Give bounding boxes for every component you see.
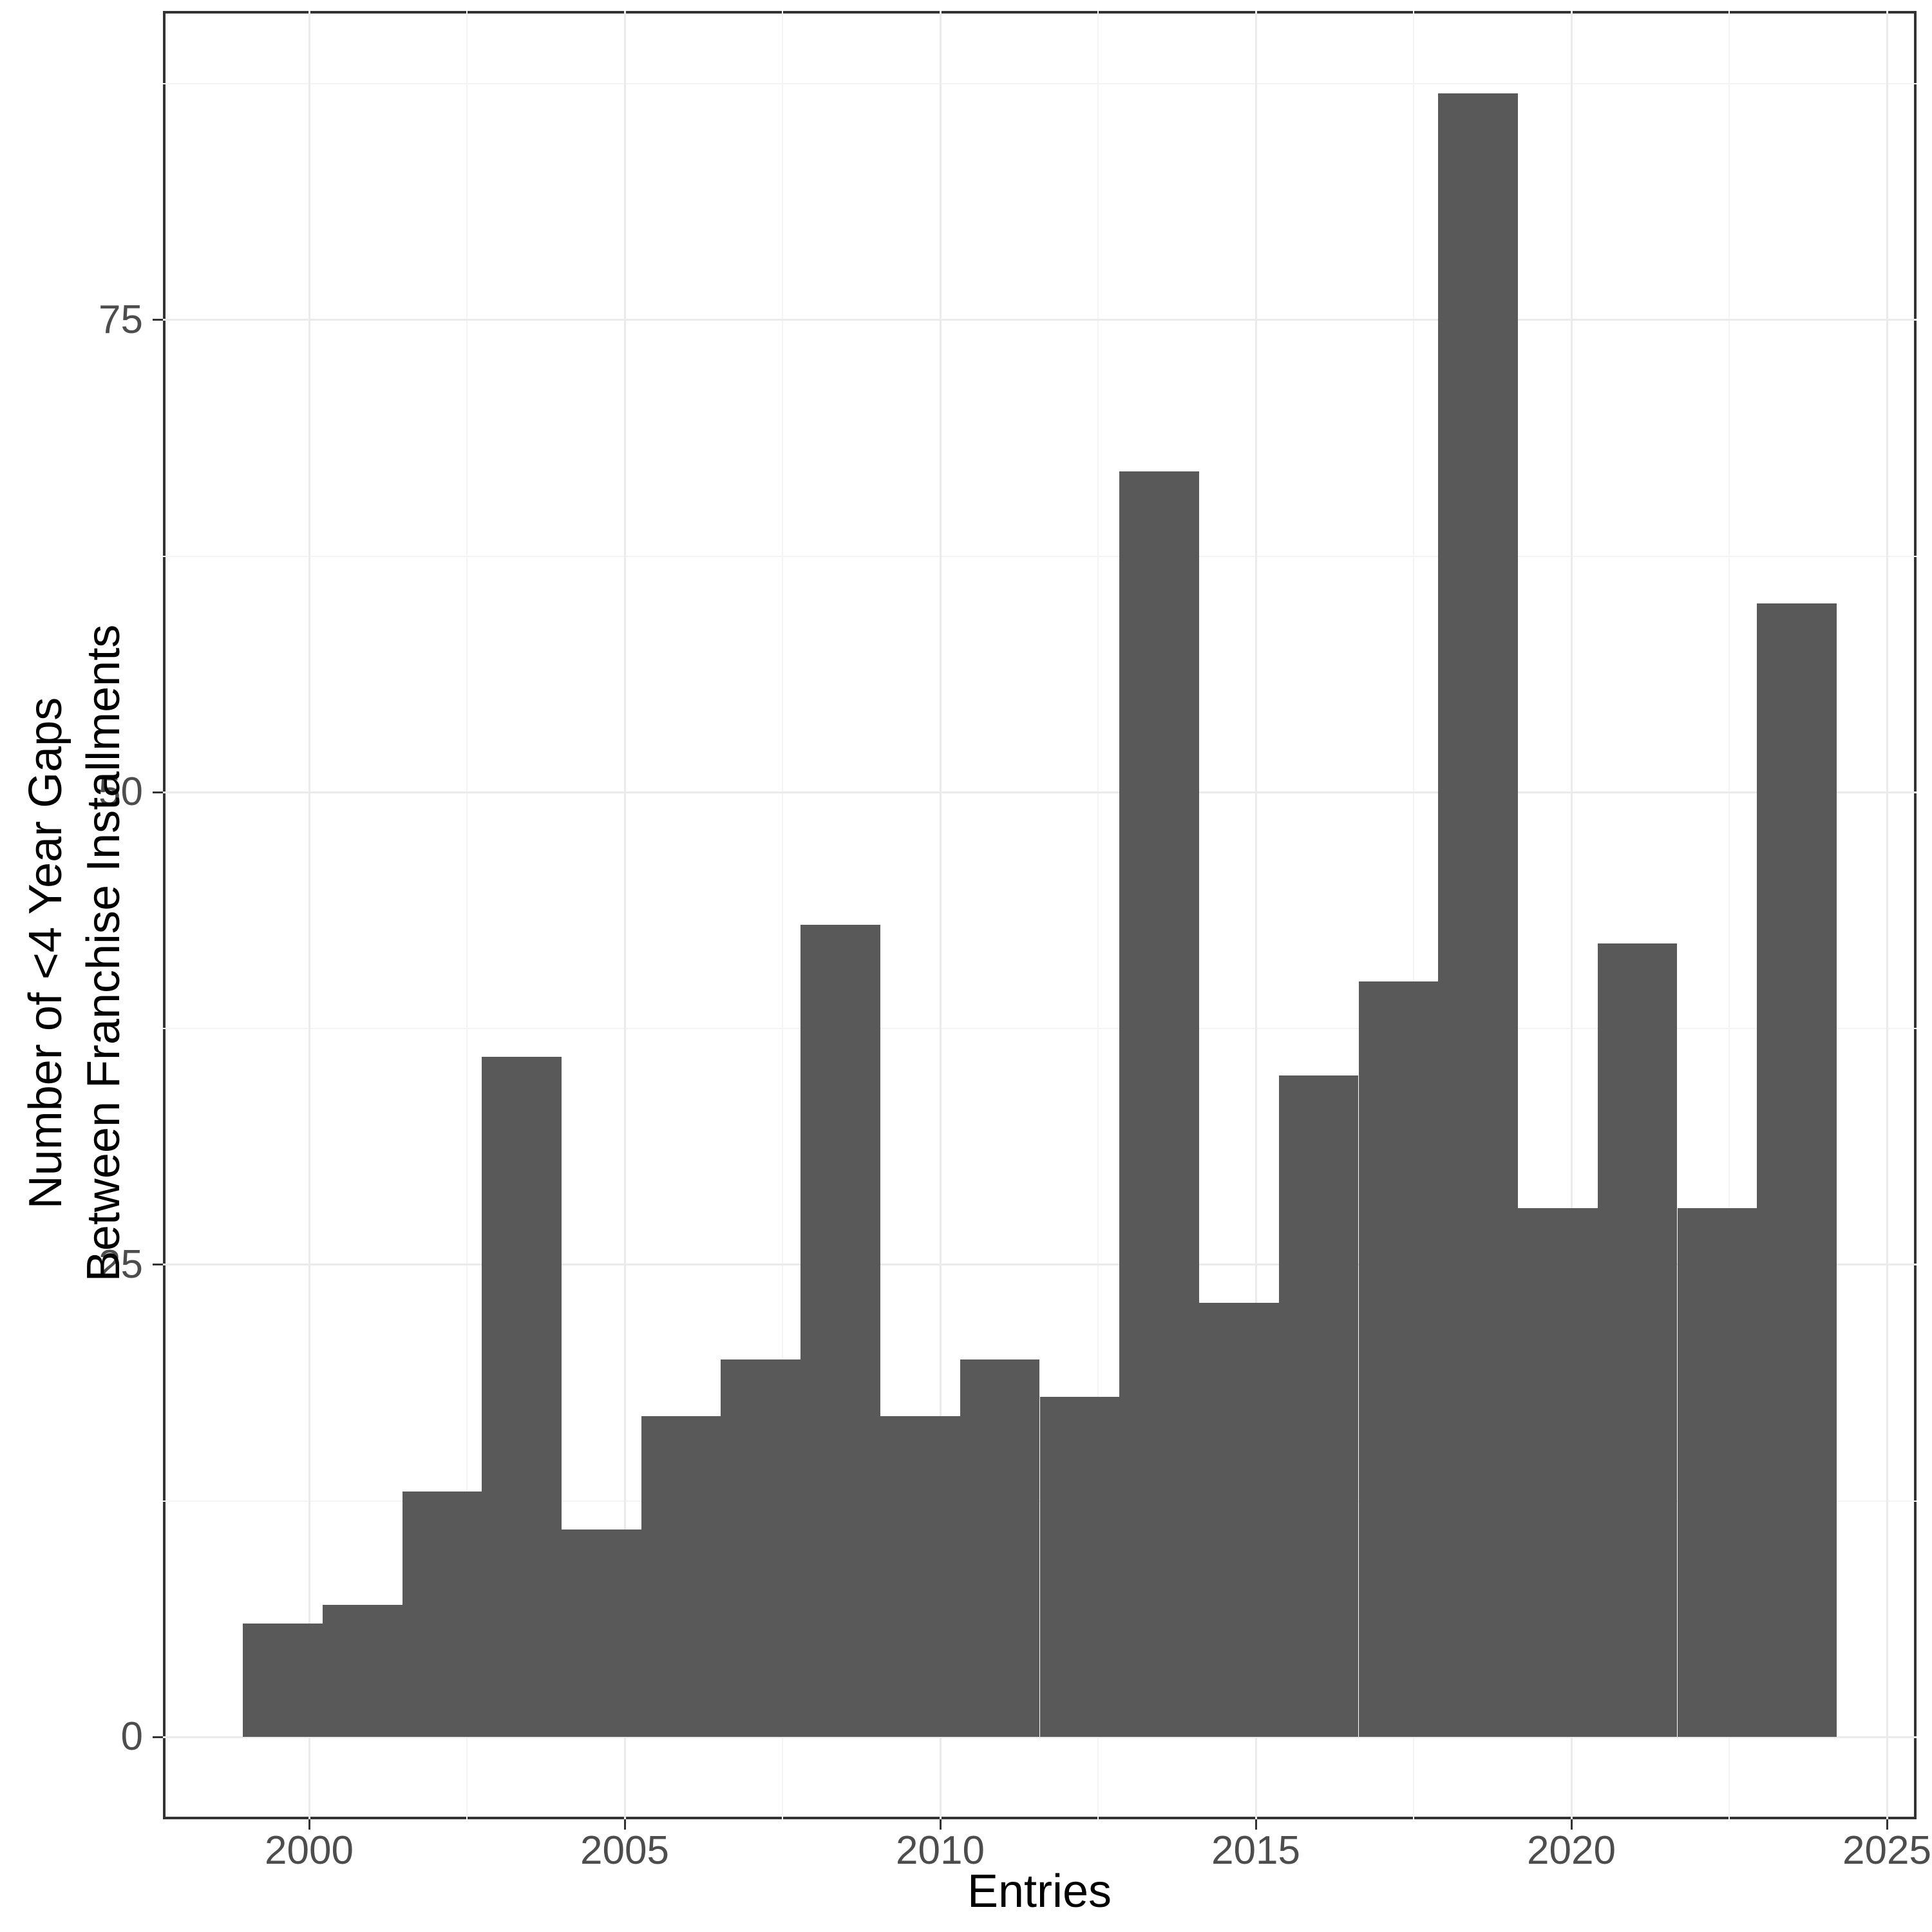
y-minor-gridline	[163, 1028, 1917, 1030]
x-minor-gridline	[1097, 11, 1099, 1819]
histogram-bar	[1597, 943, 1678, 1738]
x-minor-gridline	[1728, 11, 1730, 1819]
y-minor-gridline	[163, 555, 1917, 557]
y-axis-title: Number of <4 Year Gaps Between Franchise…	[17, 49, 139, 1857]
y-major-gridline	[163, 1736, 1917, 1738]
histogram-bar	[1039, 1397, 1120, 1738]
x-minor-gridline	[782, 11, 783, 1819]
x-axis-tick-label: 2015	[1211, 1828, 1300, 1873]
histogram-bar	[1278, 1075, 1359, 1738]
x-axis-tick-label: 2020	[1527, 1828, 1616, 1873]
x-major-gridline	[1570, 11, 1573, 1819]
y-axis-tick	[153, 791, 163, 793]
x-minor-gridline	[466, 11, 468, 1819]
histogram-bar	[1518, 1208, 1598, 1738]
plot-area	[163, 11, 1917, 1819]
histogram-bar	[721, 1359, 801, 1738]
x-axis-title: Entries	[967, 1866, 1112, 1917]
y-axis-tick	[153, 1264, 163, 1266]
x-axis-tick-label: 2005	[580, 1828, 669, 1873]
histogram-bar	[960, 1359, 1040, 1738]
x-major-gridline	[623, 11, 626, 1819]
x-axis-tick	[1570, 1819, 1573, 1830]
histogram-bar	[1119, 471, 1199, 1738]
histogram-bar	[1438, 93, 1518, 1738]
x-major-gridline	[939, 11, 942, 1819]
y-major-gridline	[163, 1264, 1917, 1266]
y-axis-tick-label: 50	[99, 770, 143, 815]
histogram-bar	[1677, 1208, 1757, 1738]
histogram-bar	[402, 1491, 482, 1738]
x-axis-tick-label: 2010	[896, 1828, 985, 1873]
y-axis-tick-label: 25	[99, 1242, 143, 1287]
y-axis-tick	[153, 1736, 163, 1738]
y-axis-tick	[153, 319, 163, 321]
histogram-bar	[880, 1416, 960, 1738]
y-axis-tick-label: 0	[120, 1714, 143, 1759]
histogram-bar	[243, 1624, 323, 1738]
x-axis-tick	[1886, 1819, 1888, 1830]
x-axis-tick	[308, 1819, 310, 1830]
x-axis-tick	[623, 1819, 626, 1830]
plot-panel	[163, 11, 1917, 1819]
x-major-gridline	[1886, 11, 1888, 1819]
histogram-bar	[1757, 603, 1837, 1738]
x-axis-tick	[1255, 1819, 1257, 1830]
x-minor-gridline	[1413, 11, 1414, 1819]
x-axis-tick-label: 2025	[1842, 1828, 1931, 1873]
histogram-bar	[562, 1529, 641, 1738]
x-major-gridline	[308, 11, 310, 1819]
y-axis-tick-label: 75	[99, 297, 143, 342]
histogram-bar	[482, 1057, 562, 1738]
y-major-gridline	[163, 319, 1917, 321]
histogram-bar	[1199, 1302, 1279, 1738]
histogram-bar	[800, 924, 880, 1738]
y-axis-title-line1: Number of <4 Year Gaps	[20, 697, 71, 1209]
histogram-bar	[641, 1416, 721, 1738]
x-major-gridline	[1255, 11, 1257, 1819]
y-axis-title-line2: Between Franchise Installments	[78, 624, 129, 1282]
y-minor-gridline	[163, 83, 1917, 84]
y-major-gridline	[163, 791, 1917, 793]
histogram-bar	[322, 1605, 402, 1738]
x-axis-tick-label: 2000	[265, 1828, 354, 1873]
histogram-bar	[1358, 981, 1439, 1738]
x-axis-tick	[939, 1819, 942, 1830]
